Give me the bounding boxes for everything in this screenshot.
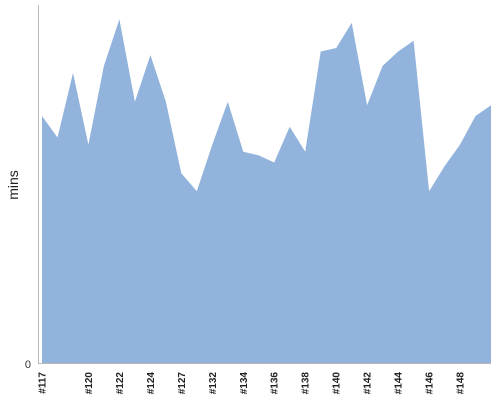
- x-tick-label: #127: [177, 372, 188, 395]
- x-tick-label: #144: [394, 372, 405, 395]
- x-tick-label: #136: [270, 372, 281, 395]
- x-tick-label: #134: [239, 372, 250, 395]
- x-tick-label: #120: [84, 372, 95, 395]
- x-tick-label: #138: [301, 372, 312, 395]
- x-tick-label: #140: [332, 372, 343, 395]
- y-tick-label: 0: [25, 359, 31, 371]
- y-axis-label: mins: [5, 170, 21, 200]
- x-tick-label: #132: [208, 372, 219, 395]
- series-area: [42, 19, 491, 364]
- x-tick-label: #122: [115, 372, 126, 395]
- x-tick-label: #148: [456, 372, 467, 395]
- x-tick-label: #142: [363, 372, 374, 395]
- x-tick-label: #146: [425, 372, 436, 395]
- x-tick-label: #117: [38, 372, 49, 394]
- x-tick-group: #117 #120 #122 #124 #127 #132 #134 #136 #138 #140…: [38, 372, 467, 395]
- x-tick-label: #124: [146, 372, 157, 395]
